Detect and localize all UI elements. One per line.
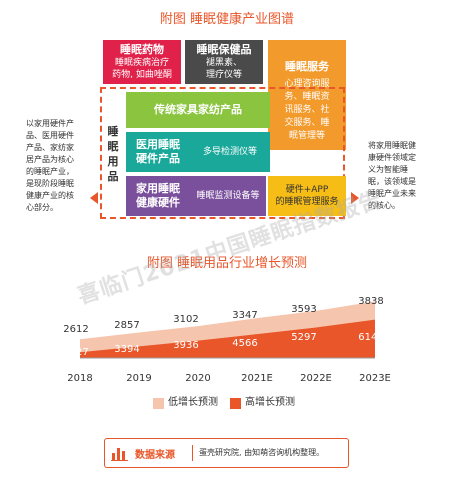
sleep-products-frame [100,87,345,219]
sleep-products-label-text: 睡眠 用品 [107,125,119,183]
sleep-products-label: 睡眠 用品 [103,95,123,213]
sleep-services-title: 睡眠服务 [285,60,329,73]
left-arrow-icon [90,192,98,204]
x-tick-label: 2020 [185,373,210,384]
sleep-supplements-title: 睡眠保健品 [196,43,252,56]
figure2-title: 附图 睡眠用品行业增长预测 [146,256,308,271]
x-tick-label: 2018 [67,373,92,384]
right-note: 将家用睡眠健 康硬件领域定 义为智能睡 眠，该领域是 睡眠产业未来 的核心。 [368,141,416,210]
data-label-high: 3936 [173,340,198,351]
data-label-high: 5297 [291,332,316,343]
sleep-supplements-sub: 褪黑素、 理疗仪等 [205,58,242,80]
right-arrow-icon [351,192,359,204]
home-hardware-title: 家用睡眠 健康硬件 [136,182,180,209]
source-label: 数据来源 [135,450,175,461]
legend-label-high: 高增长预测 [245,397,295,408]
hardware-app-box: 硬件+APP 的睡眠管理服务 [268,176,346,216]
furniture-box: 传统家具家纺产品 [126,92,270,128]
data-label-low: 3593 [291,304,316,315]
x-tick-label: 2021E [241,373,273,384]
data-label-high: 6147 [358,332,383,343]
data-label-low: 3838 [358,296,383,307]
legend-swatch-high [230,398,241,409]
area-high-growth [80,319,375,358]
figure1-title: 附图 睡眠健康产业图谱 [159,12,295,27]
sleep-drugs-box: 睡眠药物 睡眠疾病治疗 药物, 如曲唑酮 [103,40,181,84]
furniture-text: 传统家具家纺产品 [154,103,242,116]
medical-hardware-sub: 多导检测仪等 [202,147,257,157]
sleep-drugs-sub: 睡眠疾病治疗 药物, 如曲唑酮 [112,58,172,80]
x-tick-label: 2023E [359,373,391,384]
bar-chart-icon [111,448,128,461]
data-label-low: 3347 [232,310,257,321]
data-label-low: 3102 [173,314,198,325]
left-note: 以家用硬件产 品、医用硬件 产品、家纺家 居产品为核心 的睡眠产业， 是现阶段睡… [26,119,74,212]
home-hardware-box: 家用睡眠 健康硬件 睡眠监测设备等 [126,176,266,216]
medical-hardware-title: 医用睡眠 硬件产品 [136,138,180,165]
sleep-services-sub: 心理咨询服 务、睡眠资 讯服务、社 交服务、睡 眠管理等 [284,79,330,141]
x-tick-label: 2022E [300,373,332,384]
legend-label-low: 低增长预测 [168,397,218,408]
hardware-app-text: 硬件+APP 的睡眠管理服务 [275,185,339,207]
source-text: 蛋壳研究院, 由知萌咨询机构整理。 [199,448,325,457]
home-hardware-sub: 睡眠监测设备等 [196,191,260,201]
x-tick-label: 2019 [126,373,151,384]
medical-hardware-box: 医用睡眠 硬件产品 多导检测仪等 [126,132,270,172]
sleep-services-box: 睡眠服务 心理咨询服 务、睡眠资 讯服务、社 交服务、睡 眠管理等 [268,40,346,150]
data-label-low: 2612 [63,324,88,335]
data-label-high: 2927 [63,347,88,358]
data-label-high: 4566 [232,338,257,349]
data-label-low: 2857 [114,320,139,331]
growth-chart: 2612 2857 3102 3347 3593 3838 2927 3394 3936 4566… [63,296,391,384]
source-box: 数据来源 蛋壳研究院, 由知萌咨询机构整理。 [104,438,349,468]
sleep-drugs-title: 睡眠药物 [120,43,164,56]
data-label-high: 3394 [114,344,139,355]
sleep-supplements-box: 睡眠保健品 褪黑素、 理疗仪等 [185,40,263,84]
legend-swatch-low [153,398,164,409]
source-divider [192,445,193,461]
